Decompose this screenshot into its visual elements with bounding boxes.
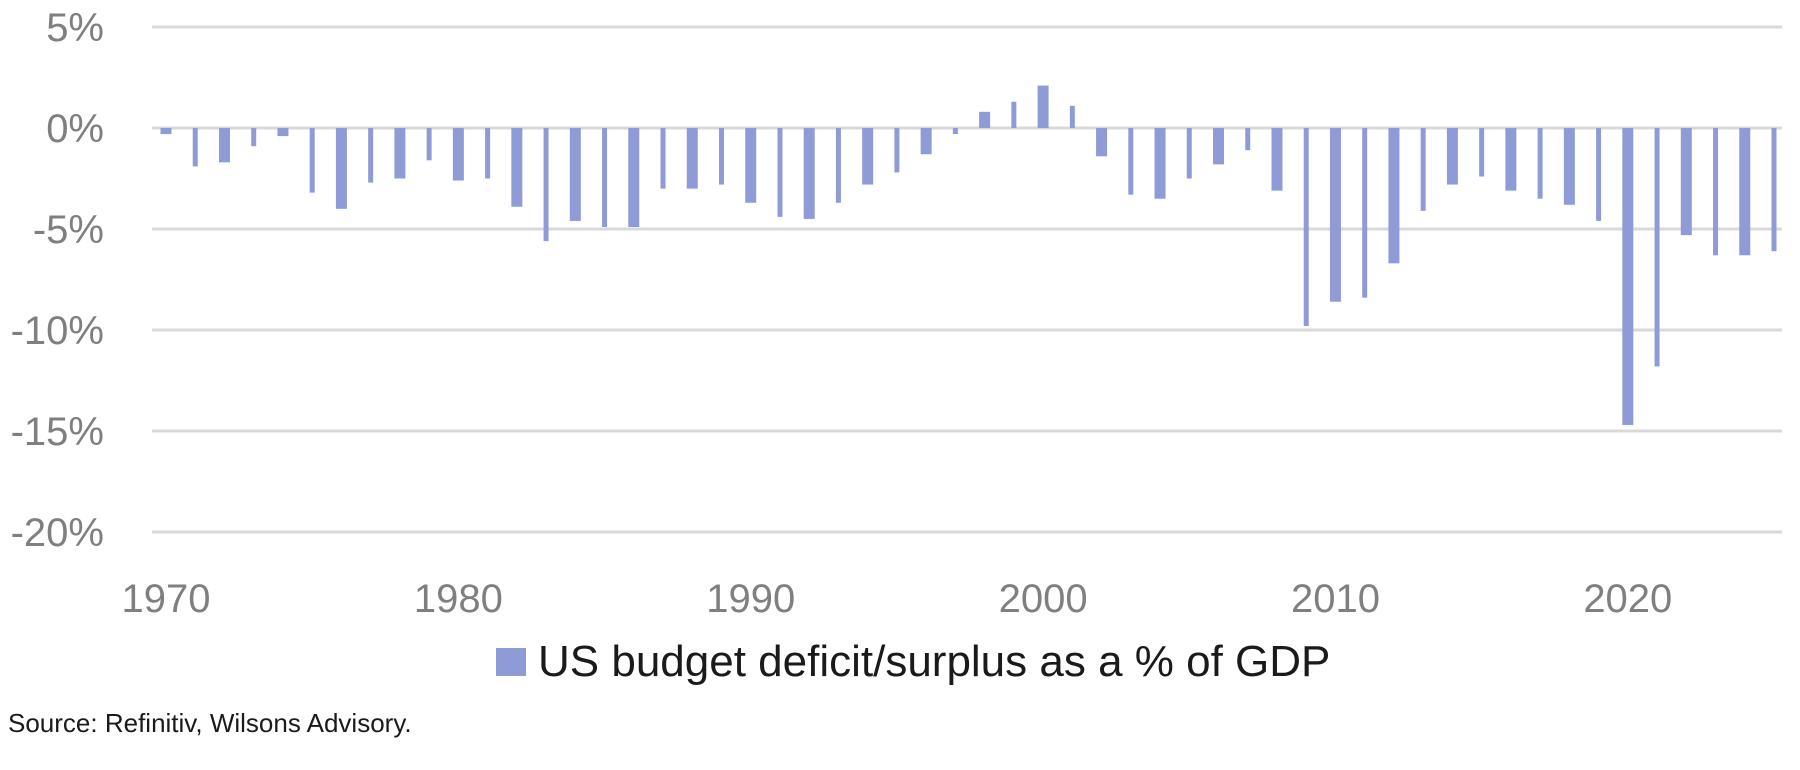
bar-1970 <box>160 128 172 135</box>
y-axis-ticks: 5% 0% -5% -10% -15% -20% <box>11 6 104 555</box>
bar-series <box>160 85 1777 425</box>
bar-2011 <box>1362 128 1368 298</box>
gridlines <box>152 25 1782 534</box>
bar-2006 <box>1213 128 1225 165</box>
bar-1996 <box>920 128 932 155</box>
bar-1982 <box>511 128 523 207</box>
bar-2021 <box>1654 128 1660 367</box>
y-tick-label: 5% <box>46 6 104 50</box>
bar-2005 <box>1186 128 1192 179</box>
bar-2002 <box>1096 128 1108 157</box>
bar-2003 <box>1128 128 1134 195</box>
bar-2012 <box>1388 128 1400 264</box>
bar-1986 <box>628 128 640 227</box>
bar-1994 <box>862 128 874 185</box>
bar-1990 <box>745 128 757 203</box>
x-tick-label: 1970 <box>122 577 211 621</box>
legend: US budget deficit/surplus as a % of GDP <box>496 637 1330 686</box>
bar-1992 <box>803 128 815 219</box>
bar-2017 <box>1537 128 1543 199</box>
bar-1987 <box>660 128 666 189</box>
bar-2007 <box>1245 128 1251 151</box>
bar-1991 <box>777 128 783 217</box>
bar-2019 <box>1596 128 1602 221</box>
legend-swatch <box>496 648 526 676</box>
bar-2023 <box>1713 128 1719 256</box>
bar-2000 <box>1037 85 1049 128</box>
bar-2014 <box>1446 128 1458 185</box>
x-tick-label: 1990 <box>706 577 795 621</box>
bar-2009 <box>1303 128 1309 326</box>
y-tick-label: -15% <box>11 410 104 454</box>
x-tick-label: 2020 <box>1583 577 1672 621</box>
bar-2020 <box>1622 128 1634 425</box>
bar-2013 <box>1420 128 1426 211</box>
bar-1993 <box>835 128 841 203</box>
x-tick-label: 2000 <box>999 577 1088 621</box>
bar-1995 <box>894 128 900 173</box>
source-note: Source: Refinitiv, Wilsons Advisory. <box>8 708 412 738</box>
bar-2001 <box>1069 105 1075 128</box>
bar-1976 <box>335 128 347 209</box>
bar-1979 <box>426 128 432 161</box>
bar-1971 <box>192 128 198 167</box>
bar-1977 <box>368 128 374 183</box>
bar-2018 <box>1563 128 1575 205</box>
bar-1973 <box>251 128 257 147</box>
bar-1975 <box>309 128 315 193</box>
bar-1988 <box>686 128 698 189</box>
y-tick-label: -20% <box>11 511 104 555</box>
bar-1972 <box>218 128 230 163</box>
y-tick-label: 0% <box>46 107 104 151</box>
x-tick-label: 2010 <box>1291 577 1380 621</box>
y-tick-label: -10% <box>11 309 104 353</box>
x-tick-label: 1980 <box>414 577 503 621</box>
bar-1981 <box>485 128 491 179</box>
bar-1974 <box>277 128 289 137</box>
bar-2004 <box>1154 128 1166 199</box>
bar-2016 <box>1505 128 1517 191</box>
bar-1997 <box>952 128 958 135</box>
bar-1989 <box>718 128 724 185</box>
bar-1984 <box>569 128 581 221</box>
x-axis-ticks: 1970 1980 1990 2000 2010 2020 <box>122 577 1673 621</box>
bar-1983 <box>543 128 549 242</box>
legend-label: US budget deficit/surplus as a % of GDP <box>538 637 1330 686</box>
bar-2015 <box>1479 128 1485 177</box>
bar-1999 <box>1011 101 1017 128</box>
bar-2010 <box>1329 128 1341 302</box>
bar-2025 <box>1771 128 1777 252</box>
bar-2022 <box>1680 128 1692 236</box>
bar-2008 <box>1271 128 1283 191</box>
bar-2024 <box>1739 128 1751 256</box>
y-tick-label: -5% <box>33 208 104 252</box>
bar-1980 <box>452 128 464 181</box>
bar-1998 <box>979 111 991 128</box>
bar-1985 <box>602 128 608 227</box>
bar-1978 <box>394 128 406 179</box>
